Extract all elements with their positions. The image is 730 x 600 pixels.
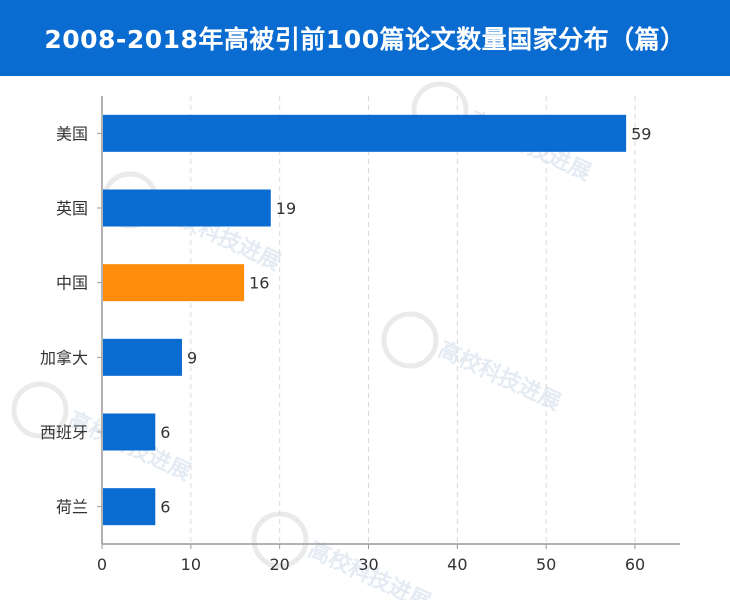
value-label: 19 <box>276 199 296 218</box>
bar <box>103 338 182 376</box>
value-label: 9 <box>187 348 197 367</box>
category-label: 英国 <box>56 199 88 218</box>
bar <box>103 114 627 152</box>
x-tick-label: 40 <box>447 555 467 574</box>
category-label: 西班牙 <box>40 423 88 442</box>
x-tick-label: 0 <box>97 555 107 574</box>
x-tick-label: 60 <box>625 555 645 574</box>
watermark-logo-icon <box>11 381 69 439</box>
category-label: 中国 <box>56 274 88 293</box>
value-label: 59 <box>631 124 651 143</box>
x-tick-label: 20 <box>269 555 289 574</box>
bar <box>103 189 271 227</box>
x-tick-label: 10 <box>181 555 201 574</box>
x-tick-label: 50 <box>536 555 556 574</box>
category-label: 美国 <box>56 124 88 143</box>
bar-chart: 高校科技进展高校科技进展高校科技进展高校科技进展高校科技进展0102030405… <box>11 81 680 600</box>
watermark-text: 高校科技进展 <box>434 336 565 415</box>
category-label: 荷兰 <box>56 498 88 517</box>
bar <box>103 264 245 302</box>
chart-title: 2008-2018年高被引前100篇论文数量国家分布（篇） <box>44 25 686 54</box>
value-label: 6 <box>160 498 170 517</box>
bar <box>103 413 156 451</box>
value-label: 6 <box>160 423 170 442</box>
watermark-logo-icon <box>381 311 439 369</box>
bar <box>103 488 156 526</box>
value-label: 16 <box>249 274 269 293</box>
chart-header: 2008-2018年高被引前100篇论文数量国家分布（篇） <box>0 0 730 76</box>
category-label: 加拿大 <box>40 348 88 367</box>
x-tick-label: 30 <box>358 555 378 574</box>
